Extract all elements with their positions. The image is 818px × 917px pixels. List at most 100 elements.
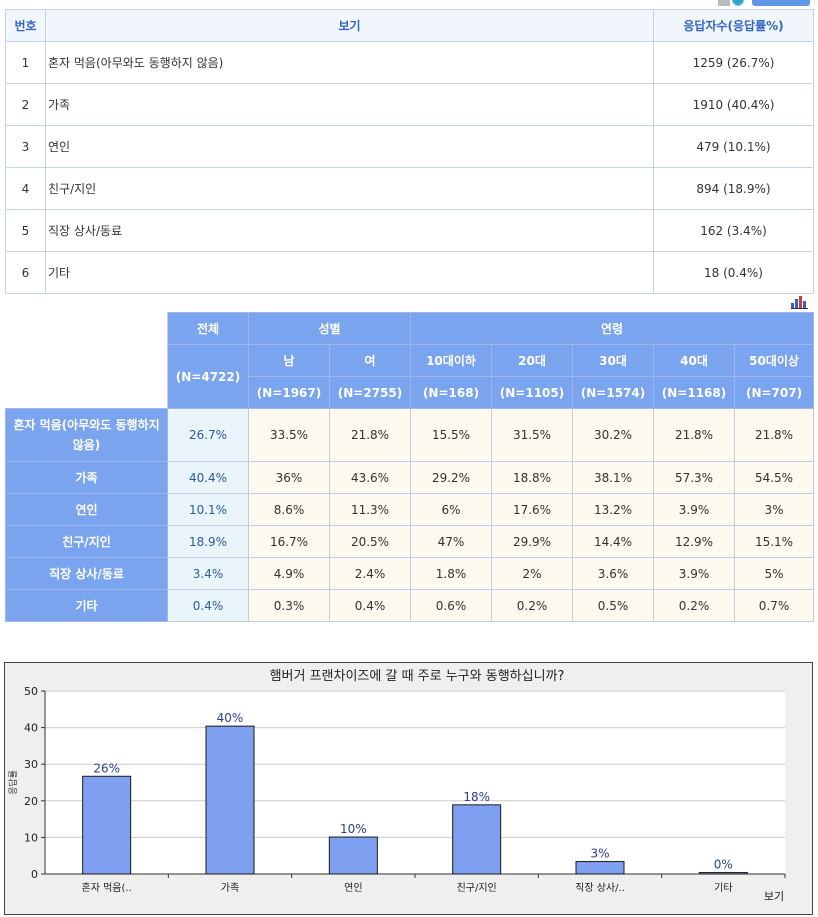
- crosstab-row-label: 친구/지인: [5, 525, 168, 558]
- response-count: 1259 (26.7%): [653, 41, 814, 84]
- top-toolbar-stub: [690, 0, 810, 8]
- response-count: 1910 (40.4%): [653, 83, 814, 126]
- crosstab-row: 직장 상사/동료 3.4% 4.9% 2.4% 1.8% 2% 3.6% 3.9% 5%: [5, 557, 815, 590]
- crosstab-value: 5%: [733, 557, 815, 590]
- response-row: 6 기타 18 (0.4%): [5, 251, 814, 294]
- crosstab-row-label: 가족: [5, 461, 168, 494]
- y-tick-label: 50: [24, 685, 38, 698]
- crosstab-value: 21.8%: [329, 408, 411, 462]
- x-axis-label: 보기: [764, 890, 784, 903]
- crosstab-value: 15.1%: [733, 525, 815, 558]
- crosstab-total-value: 10.1%: [167, 493, 249, 526]
- y-tick-label: 40: [24, 722, 38, 735]
- bar: [82, 775, 132, 875]
- response-table-header: 번호 보기 응답자수(응답률%): [5, 9, 814, 42]
- crosstab-column-n: (N=1574): [572, 376, 654, 409]
- response-option: 직장 상사/동료: [45, 209, 654, 252]
- crosstab-column-label: 여: [329, 344, 411, 377]
- response-number: 5: [5, 209, 46, 252]
- response-option: 친구/지인: [45, 167, 654, 210]
- crosstab-total-n: (N=4722): [167, 344, 249, 409]
- crosstab-value: 1.8%: [410, 557, 492, 590]
- crosstab-corner: [5, 312, 168, 409]
- response-count: 479 (10.1%): [653, 125, 814, 168]
- crosstab-column-label: 10대이하: [410, 344, 492, 377]
- bar-data-label: 40%: [217, 711, 244, 725]
- x-tick-label: 혼자 먹음(..: [82, 881, 132, 894]
- header-count: 응답자수(응답률%): [653, 9, 814, 42]
- bar-data-label: 10%: [340, 822, 367, 836]
- x-tick-label: 연인: [344, 882, 362, 894]
- response-option: 혼자 먹음(아무와도 동행하지 않음): [45, 41, 654, 84]
- crosstab-value: 17.6%: [491, 493, 573, 526]
- crosstab-value: 47%: [410, 525, 492, 558]
- crosstab-value: 20.5%: [329, 525, 411, 558]
- response-option: 기타: [45, 251, 654, 294]
- print-icon[interactable]: [718, 0, 730, 6]
- crosstab-value: 38.1%: [572, 461, 654, 494]
- crosstab-value: 0.5%: [572, 589, 654, 622]
- bar-data-label: 3%: [590, 847, 609, 861]
- y-tick-label: 20: [24, 795, 38, 808]
- crosstab-total-value: 26.7%: [167, 408, 249, 462]
- crosstab-value: 31.5%: [491, 408, 573, 462]
- crosstab-value: 57.3%: [653, 461, 735, 494]
- crosstab-row: 혼자 먹음(아무와도 동행하지 않음) 26.7% 33.5% 21.8% 15.5% 3…: [5, 408, 815, 462]
- crosstab-row: 가족 40.4% 36% 43.6% 29.2% 18.8% 38.1% 57.3% 54.5%: [5, 461, 815, 494]
- response-number: 4: [5, 167, 46, 210]
- x-tick-label: 친구/지인: [457, 882, 497, 894]
- crosstab-column-n: (N=1967): [248, 376, 330, 409]
- crosstab-row-label: 혼자 먹음(아무와도 동행하지 않음): [5, 408, 168, 462]
- crosstab-value: 4.9%: [248, 557, 330, 590]
- crosstab-value: 29.2%: [410, 461, 492, 494]
- y-tick-label: 30: [24, 758, 38, 771]
- crosstab-total-header: 전체: [167, 312, 249, 345]
- crosstab-column-n: (N=1105): [491, 376, 573, 409]
- globe-icon[interactable]: [732, 0, 744, 6]
- crosstab-value: 43.6%: [329, 461, 411, 494]
- chart-icon[interactable]: [791, 295, 809, 309]
- crosstab-total-value: 40.4%: [167, 461, 249, 494]
- crosstab-value: 3%: [733, 493, 815, 526]
- crosstab-value: 0.4%: [329, 589, 411, 622]
- crosstab-value: 33.5%: [248, 408, 330, 462]
- x-tick-label: 가족: [221, 882, 239, 894]
- chart-title: 햄버거 프랜차이즈에 갈 때 주로 누구와 동행하십니까?: [270, 668, 565, 684]
- response-option: 가족: [45, 83, 654, 126]
- crosstab-value: 14.4%: [572, 525, 654, 558]
- crosstab-column-label: 30대: [572, 344, 654, 377]
- response-number: 6: [5, 251, 46, 294]
- bar-chart-svg: 햄버거 프랜차이즈에 갈 때 주로 누구와 동행하십니까? 0 10 20 30 40 50…: [7, 668, 786, 903]
- toolbar-button[interactable]: [752, 0, 810, 6]
- response-number: 1: [5, 41, 46, 84]
- bar: [452, 804, 502, 875]
- crosstab-column-n: (N=2755): [329, 376, 411, 409]
- response-row: 4 친구/지인 894 (18.9%): [5, 167, 814, 210]
- crosstab-value: 8.6%: [248, 493, 330, 526]
- crosstab-row-label: 연인: [5, 493, 168, 526]
- response-number: 2: [5, 83, 46, 126]
- response-count: 162 (3.4%): [653, 209, 814, 252]
- crosstab-row-label: 기타: [5, 589, 168, 622]
- crosstab-value: 15.5%: [410, 408, 492, 462]
- crosstab-column-label: 남: [248, 344, 330, 377]
- response-row: 3 연인 479 (10.1%): [5, 125, 814, 168]
- crosstab-value: 29.9%: [491, 525, 573, 558]
- bar: [205, 725, 255, 875]
- crosstab-value: 3.9%: [653, 493, 735, 526]
- crosstab-value: 6%: [410, 493, 492, 526]
- response-row: 2 가족 1910 (40.4%): [5, 83, 814, 126]
- bar: [328, 836, 378, 875]
- response-number: 3: [5, 125, 46, 168]
- crosstab-column-label: 40대: [653, 344, 735, 377]
- crosstab-value: 0.6%: [410, 589, 492, 622]
- response-option: 연인: [45, 125, 654, 168]
- crosstab-value: 11.3%: [329, 493, 411, 526]
- x-tick-label: 기타: [714, 882, 732, 894]
- x-tick-label: 직장 상사/..: [575, 882, 625, 894]
- crosstab-row: 기타 0.4% 0.3% 0.4% 0.6% 0.2% 0.5% 0.2% 0.7%: [5, 589, 815, 622]
- crosstab-value: 13.2%: [572, 493, 654, 526]
- crosstab-total-value: 3.4%: [167, 557, 249, 590]
- response-row: 1 혼자 먹음(아무와도 동행하지 않음) 1259 (26.7%): [5, 41, 814, 84]
- response-count: 18 (0.4%): [653, 251, 814, 294]
